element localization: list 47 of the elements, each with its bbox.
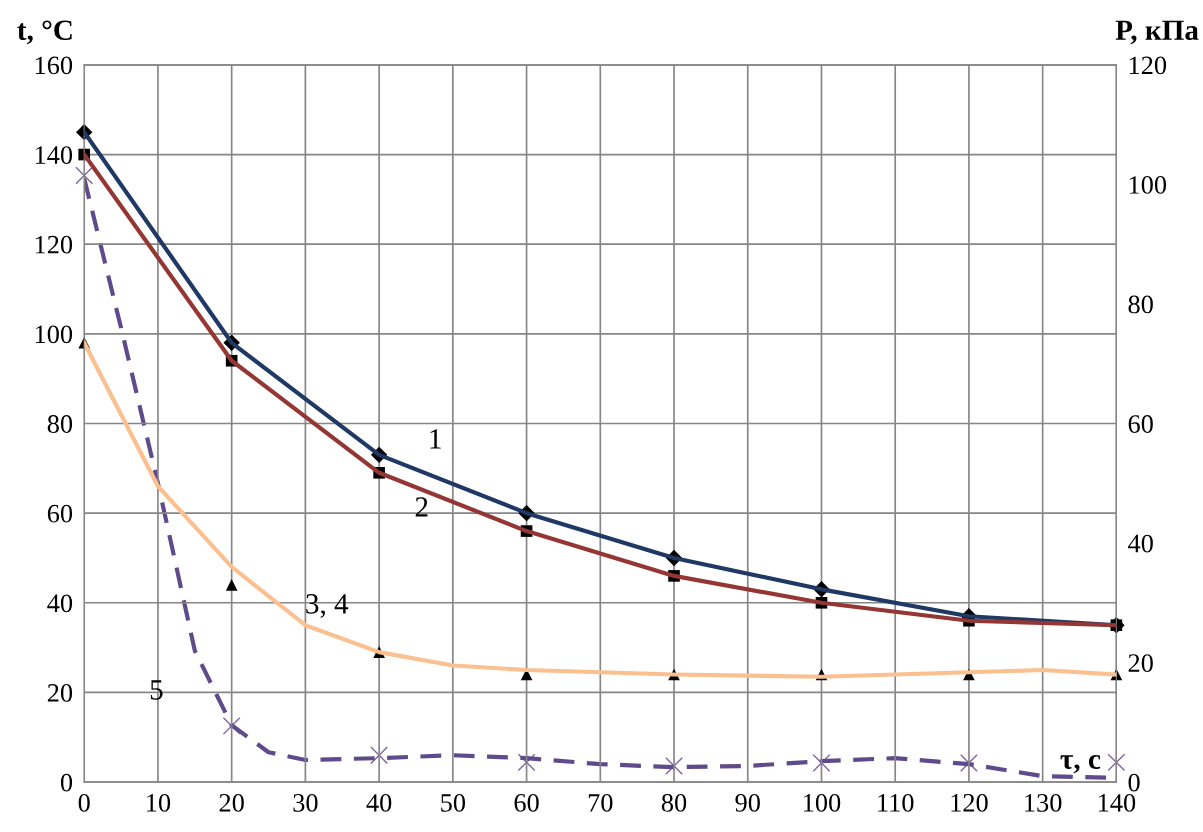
y-tick-label: 0 [60, 773, 73, 792]
annotation: 5 [150, 680, 163, 700]
y-tick-label: 80 [47, 415, 73, 433]
x-tick-label: 10 [147, 793, 171, 812]
y-tick-label: 140 [35, 146, 73, 164]
x-tick-label: 50 [441, 793, 466, 812]
y-tick-label: 20 [47, 684, 73, 702]
x-tick-label: 30 [293, 793, 318, 812]
annotation: 2 [415, 497, 428, 517]
point [665, 757, 683, 775]
point [75, 166, 94, 185]
y-tick-label: 120 [35, 235, 73, 254]
y-tick-label: 160 [35, 56, 73, 75]
y-tick-label: 100 [35, 325, 73, 344]
point [370, 746, 389, 765]
x-axis-title: τ, с [1060, 754, 1101, 774]
x-tick-label: 120 [951, 793, 988, 812]
x-tick-label: 20 [219, 793, 244, 812]
point [812, 754, 831, 772]
point [222, 716, 241, 735]
y-tick-label: 40 [47, 594, 73, 613]
x-tick-label: 0 [78, 793, 90, 812]
y2-tick-label: 40 [1128, 534, 1153, 553]
annotation: 1 [430, 429, 441, 449]
y2-tick-label: 20 [1128, 654, 1153, 672]
x-tick-label: 140 [1098, 793, 1136, 812]
x-tick-label: 130 [1025, 793, 1062, 812]
annotation: 3, 4 [306, 594, 349, 618]
point [960, 754, 978, 772]
x-tick-label: 100 [804, 793, 841, 812]
y2-tick-label: 60 [1128, 415, 1153, 433]
point [517, 753, 536, 772]
y2-tick-label: 80 [1128, 295, 1153, 314]
x-tick-label: 60 [514, 793, 539, 812]
point [1107, 753, 1126, 772]
x-tick-label: 90 [735, 793, 760, 812]
x-tick-label: 70 [588, 793, 613, 812]
y-axis-title: t, °C [17, 20, 72, 45]
y-tick-label: 60 [47, 504, 73, 523]
x-tick-label: 40 [366, 793, 392, 812]
x-tick-label: 80 [661, 793, 687, 812]
point [225, 579, 238, 591]
y2-tick-label: 120 [1129, 56, 1167, 75]
y2-tick-label: 100 [1129, 176, 1167, 194]
y2-tick-label: 0 [1128, 773, 1140, 792]
x-tick-label: 110 [878, 793, 914, 812]
y2-axis-title: P, кПа [1115, 20, 1199, 45]
